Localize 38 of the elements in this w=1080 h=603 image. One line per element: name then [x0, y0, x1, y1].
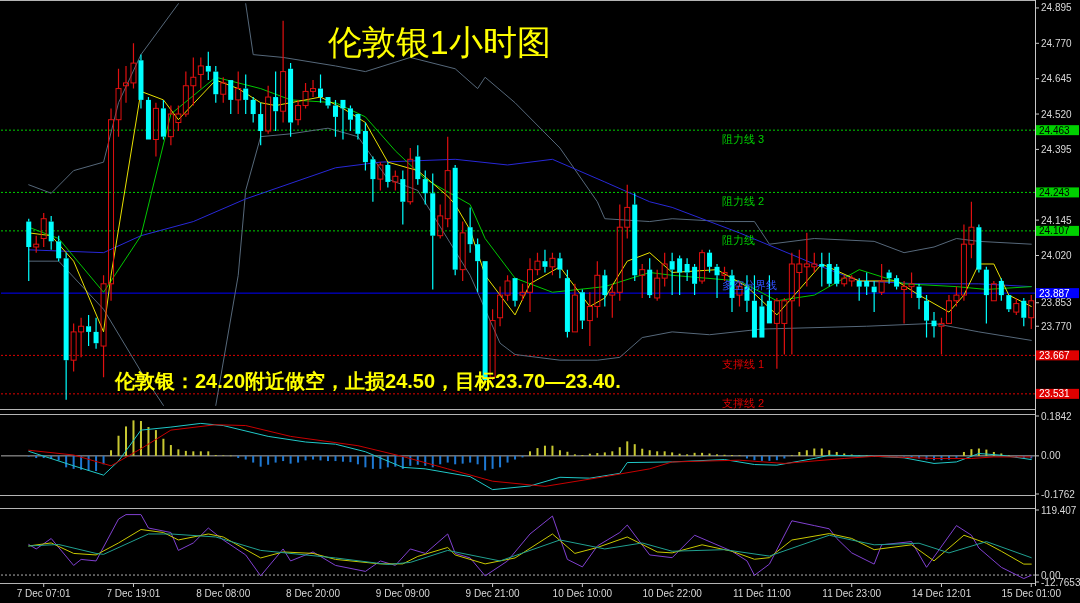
y-tick-label: 24.645: [1041, 73, 1073, 85]
y-tick-label: 24.020: [1041, 250, 1073, 261]
annotation: 阻力线 2: [721, 195, 765, 208]
text: 伦敦银1小时图: [327, 23, 551, 61]
ref-line-label: 24.243: [1039, 186, 1071, 198]
y-tick-label: -0.1762: [1041, 488, 1076, 500]
ref-line-label: 24.107: [1039, 225, 1071, 237]
y-tick-label: 24.145: [1041, 214, 1073, 226]
x-tick-label: 9 Dec 21:00: [465, 588, 520, 599]
ref-line-label: 24.463: [1039, 124, 1071, 136]
annotation: 阻力线: [721, 233, 755, 246]
x-tick-label: 7 Dec 07:01: [16, 588, 72, 599]
x-tick-label: 9 Dec 09:00: [375, 588, 431, 599]
x-tick-label: 8 Dec 08:00: [196, 588, 251, 599]
x-tick-label: 10 Dec 22:00: [642, 588, 703, 599]
y-tick-label: 0.00: [1041, 450, 1061, 462]
x-tick-label: 8 Dec 20:00: [286, 588, 341, 599]
annotation: 支撑线 1: [721, 358, 765, 371]
y-tick-label: 0.1842: [1041, 410, 1073, 422]
x-tick-label: 11 Dec 23:00: [822, 588, 882, 599]
y-tick-label: 24.520: [1041, 108, 1073, 120]
annotation: 阻力线 3: [721, 133, 765, 146]
y-tick-label: 24.895: [1041, 2, 1073, 14]
ref-line-label: 23.887: [1039, 287, 1071, 299]
annotation: 支撑线 2: [721, 396, 765, 409]
y-tick-label: 23.770: [1041, 320, 1073, 332]
y-tick-label: 119.407: [1041, 504, 1077, 516]
ref-line-label: 23.531: [1039, 388, 1071, 400]
ref-line-label: 23.667: [1039, 349, 1071, 361]
x-tick-label: 14 Dec 12:01: [911, 588, 972, 599]
x-tick-label: 15 Dec 01:00: [1001, 588, 1062, 599]
x-tick-label: 7 Dec 19:01: [106, 588, 161, 599]
y-tick-label: 24.770: [1041, 37, 1073, 49]
annotation: 伦敦银：24.20附近做空，止损24.50，目标23.70—23.40.: [114, 370, 621, 392]
y-tick-label: 24.395: [1041, 143, 1073, 155]
x-tick-label: 11 Dec 11:00: [732, 588, 792, 599]
y-tick-label: 23.853: [1041, 297, 1073, 309]
x-tick-label: 10 Dec 10:00: [552, 588, 613, 599]
